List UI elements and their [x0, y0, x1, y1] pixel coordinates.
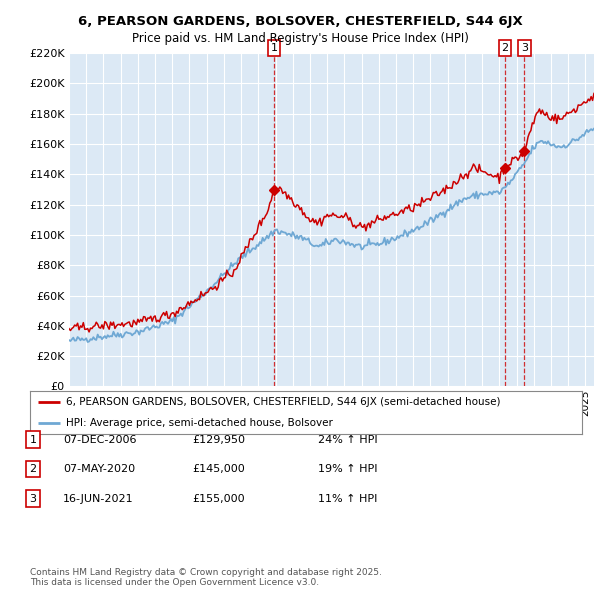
Text: HPI: Average price, semi-detached house, Bolsover: HPI: Average price, semi-detached house,…: [66, 418, 333, 428]
Text: 2: 2: [502, 43, 509, 53]
Text: 16-JUN-2021: 16-JUN-2021: [63, 494, 134, 503]
Text: 3: 3: [521, 43, 528, 53]
Text: 19% ↑ HPI: 19% ↑ HPI: [318, 464, 377, 474]
Text: £155,000: £155,000: [192, 494, 245, 503]
Text: Contains HM Land Registry data © Crown copyright and database right 2025.
This d: Contains HM Land Registry data © Crown c…: [30, 568, 382, 587]
Text: 07-MAY-2020: 07-MAY-2020: [63, 464, 135, 474]
Text: 6, PEARSON GARDENS, BOLSOVER, CHESTERFIELD, S44 6JX: 6, PEARSON GARDENS, BOLSOVER, CHESTERFIE…: [77, 15, 523, 28]
Text: 11% ↑ HPI: 11% ↑ HPI: [318, 494, 377, 503]
Text: 1: 1: [271, 43, 278, 53]
Text: 6, PEARSON GARDENS, BOLSOVER, CHESTERFIELD, S44 6JX (semi-detached house): 6, PEARSON GARDENS, BOLSOVER, CHESTERFIE…: [66, 397, 500, 407]
Text: £129,950: £129,950: [192, 435, 245, 444]
Text: 3: 3: [29, 494, 37, 503]
Text: Price paid vs. HM Land Registry's House Price Index (HPI): Price paid vs. HM Land Registry's House …: [131, 32, 469, 45]
Text: 24% ↑ HPI: 24% ↑ HPI: [318, 435, 377, 444]
Text: 2: 2: [29, 464, 37, 474]
Text: 1: 1: [29, 435, 37, 444]
Text: 07-DEC-2006: 07-DEC-2006: [63, 435, 137, 444]
Text: £145,000: £145,000: [192, 464, 245, 474]
